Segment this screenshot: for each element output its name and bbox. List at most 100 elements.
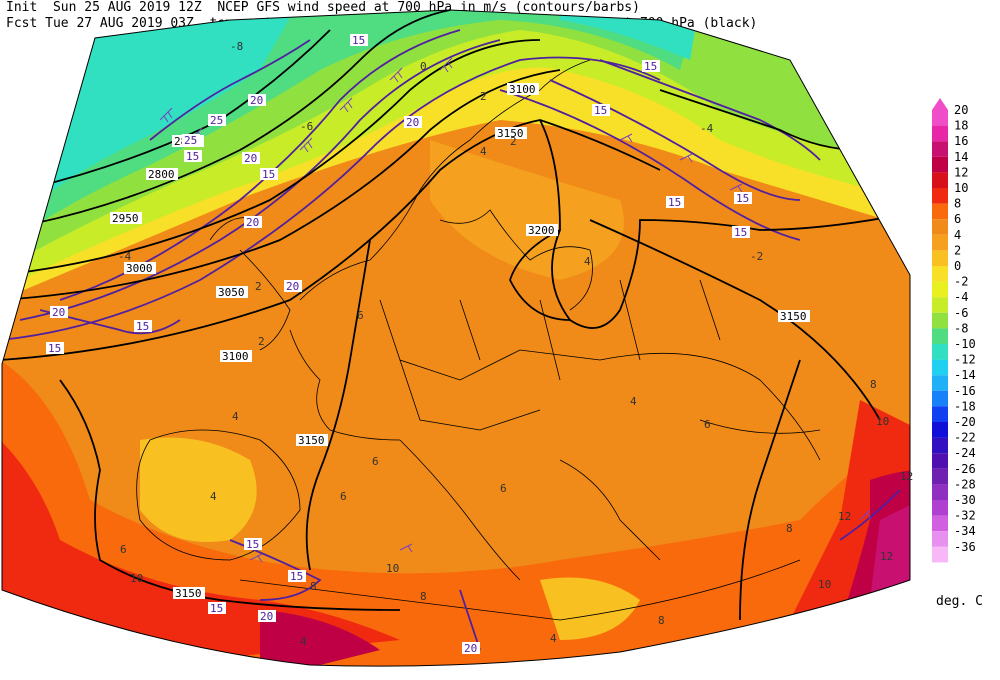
colorbar-swatch bbox=[932, 110, 948, 126]
temperature-label: 4 bbox=[232, 410, 239, 423]
wind-label-box bbox=[244, 538, 262, 550]
temperature-field-2-africa bbox=[540, 577, 640, 640]
wind-label: 20 bbox=[52, 306, 65, 319]
temperature-label: 6 bbox=[372, 455, 379, 468]
temperature-label-group: -8 -6 -4 -4 -2 0 2 2 2 2 4 4 4 4 4 4 4 6 6 6 6 6 6 8 8 8 8 8 10 10 10 1… bbox=[118, 40, 913, 648]
wind-label: 15 bbox=[352, 34, 365, 47]
temperature-label: 12 bbox=[880, 550, 893, 563]
colorbar-label: -36 bbox=[954, 540, 976, 554]
temperature-label: 6 bbox=[120, 543, 127, 556]
colorbar-swatch bbox=[932, 312, 948, 329]
height-label-box bbox=[495, 127, 527, 139]
wind-label-box bbox=[666, 196, 684, 208]
colorbar-swatch bbox=[932, 156, 948, 173]
colorbar-swatch bbox=[932, 125, 948, 142]
height-label: 3150 bbox=[175, 587, 202, 600]
wind-label: 15 bbox=[246, 538, 259, 551]
colorbar-swatch bbox=[932, 281, 948, 298]
temperature-label: -4 bbox=[118, 250, 132, 263]
colorbar-swatch bbox=[932, 468, 948, 485]
wind-label: 20 bbox=[260, 610, 273, 623]
wind-label-box bbox=[462, 642, 480, 654]
temperature-label: 4 bbox=[210, 490, 217, 503]
wind-label-box bbox=[182, 134, 200, 146]
height-label-box bbox=[778, 310, 810, 322]
wind-label: 15 bbox=[734, 226, 747, 239]
temperature-label: 10 bbox=[818, 578, 831, 591]
colorbar-swatch bbox=[932, 515, 948, 532]
colorbar-swatch bbox=[932, 172, 948, 188]
height-label: 3150 bbox=[497, 127, 524, 140]
wind-label: 15 bbox=[136, 320, 149, 333]
wind-label-box bbox=[50, 306, 68, 318]
colorbar-label: -34 bbox=[954, 524, 976, 538]
wind-label: 25 bbox=[184, 134, 197, 147]
colorbar-label: 6 bbox=[954, 212, 961, 226]
colorbar-label: 8 bbox=[954, 197, 961, 211]
wind-label-box bbox=[642, 60, 660, 72]
colorbar-label: -26 bbox=[954, 462, 976, 476]
temperature-label: 8 bbox=[786, 522, 793, 535]
temperature-label: 12 bbox=[900, 470, 913, 483]
colorbar-label: -18 bbox=[954, 399, 976, 413]
wind-label: 15 bbox=[594, 104, 607, 117]
colorbar-swatch bbox=[932, 531, 948, 547]
colorbar-swatch bbox=[932, 344, 948, 360]
colorbar-swatch bbox=[932, 390, 948, 407]
colorbar-label: -20 bbox=[954, 415, 976, 429]
height-label-box bbox=[526, 224, 558, 236]
temperature-label: 10 bbox=[130, 572, 143, 585]
wind-label: 25 bbox=[210, 114, 223, 127]
colorbar-label: -22 bbox=[954, 431, 976, 445]
temperature-label: 2 bbox=[480, 90, 487, 103]
height-label: 3050 bbox=[218, 286, 245, 299]
colorbar-label: 18 bbox=[954, 119, 968, 133]
colorbar-label: 10 bbox=[954, 181, 968, 195]
temperature-label: 8 bbox=[310, 580, 317, 593]
temperature-label: 2 bbox=[255, 280, 262, 293]
temperature-label: 10 bbox=[876, 415, 889, 428]
temperature-label: 0 bbox=[420, 60, 427, 73]
temperature-label: 6 bbox=[500, 482, 507, 495]
wind-label: 15 bbox=[644, 60, 657, 73]
colorbar-swatch bbox=[932, 234, 948, 251]
temperature-field-4-north bbox=[430, 140, 624, 280]
wind-label-box bbox=[248, 94, 266, 106]
colorbar-label: -2 bbox=[954, 275, 968, 289]
height-label: 3100 bbox=[222, 350, 249, 363]
temperature-label: 8 bbox=[420, 590, 427, 603]
temperature-label: 4 bbox=[300, 635, 307, 648]
colorbar-label: -4 bbox=[954, 290, 968, 304]
colorbar-swatch bbox=[932, 375, 948, 391]
height-label-group: 2800285029503000305031003150315031503150… bbox=[110, 83, 810, 600]
colorbar-swatch bbox=[932, 328, 948, 344]
wind-label: 15 bbox=[668, 196, 681, 209]
wind-label-box bbox=[284, 280, 302, 292]
temperature-label: 4 bbox=[630, 395, 637, 408]
colorbar-label: -24 bbox=[954, 446, 976, 460]
colorbar-label: -10 bbox=[954, 337, 976, 351]
height-label-box bbox=[110, 212, 142, 224]
colorbar-label: 14 bbox=[954, 150, 968, 164]
colorbar-label: 12 bbox=[954, 165, 968, 179]
colorbar-swatch bbox=[932, 203, 948, 220]
wind-label: 15 bbox=[736, 192, 749, 205]
wind-label: 20 bbox=[250, 94, 263, 107]
wind-label-box bbox=[350, 34, 368, 46]
colorbar-label: 0 bbox=[954, 259, 961, 273]
colorbar-swatch bbox=[932, 437, 948, 454]
colorbar-label: 16 bbox=[954, 134, 968, 148]
wind-label-box bbox=[592, 104, 610, 116]
height-label: 2950 bbox=[112, 212, 139, 225]
height-label: 3100 bbox=[509, 83, 536, 96]
colorbar-label: -12 bbox=[954, 353, 976, 367]
temperature-label: -8 bbox=[230, 40, 243, 53]
wind-label: 20 bbox=[464, 642, 477, 655]
colorbar-label: -16 bbox=[954, 384, 976, 398]
wind-label-box bbox=[288, 570, 306, 582]
wind-label-box bbox=[244, 216, 262, 228]
colorbar-swatch bbox=[932, 297, 948, 313]
